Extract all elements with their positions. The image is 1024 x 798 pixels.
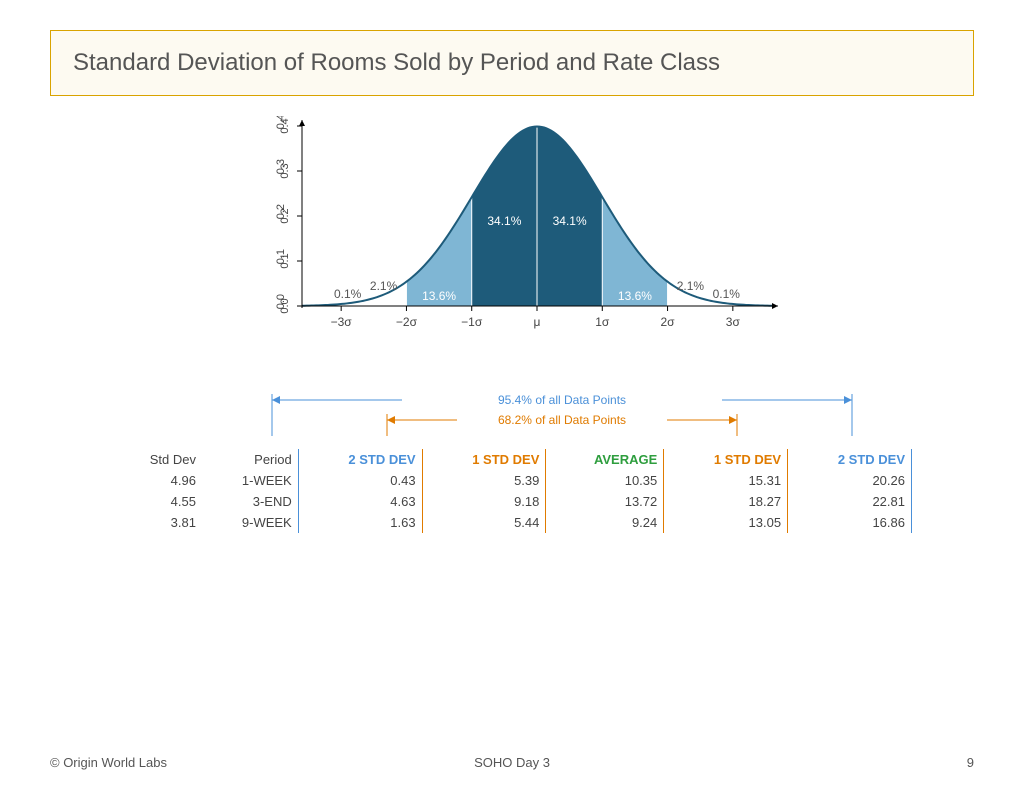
svg-text:68.2% of all Data Points: 68.2% of all Data Points [498, 413, 626, 427]
table-cell: 1.63 [298, 512, 422, 533]
range-indicators: 95.4% of all Data Points 68.2% of all Dat… [152, 386, 872, 441]
table-cell: 16.86 [788, 512, 912, 533]
table-cell: 4.55 [112, 491, 202, 512]
table-cell: 4.63 [298, 491, 422, 512]
svg-text:0.1: 0.1 [279, 253, 291, 268]
table-row: 4.961-WEEK0.435.3910.3515.3120.26 [112, 470, 912, 491]
svg-text:0.4: 0.4 [279, 118, 291, 133]
svg-text:2.1%: 2.1% [370, 279, 398, 293]
table-cell: 9.24 [546, 512, 664, 533]
svg-text:1σ: 1σ [595, 315, 610, 329]
table-cell: 13.05 [664, 512, 788, 533]
table-cell: 4.96 [112, 470, 202, 491]
bell-curve-chart: 0.00.10.20.30.40.00.10.20.30.4−3σ−2σ−1σμ… [232, 116, 792, 346]
table-cell: 20.26 [788, 470, 912, 491]
table-cell: 22.81 [788, 491, 912, 512]
table-cell: 3-END [202, 491, 298, 512]
col-hdr-period: Period [202, 449, 298, 470]
table-cell: 18.27 [664, 491, 788, 512]
slide-title: Standard Deviation of Rooms Sold by Peri… [73, 49, 951, 77]
svg-text:2σ: 2σ [661, 315, 676, 329]
table-cell: 3.81 [112, 512, 202, 533]
col-hdr-plus1: 1 STD DEV [664, 449, 788, 470]
stddev-table-wrap: Std Dev Period 2 STD DEV 1 STD DEV AVERA… [112, 449, 912, 533]
table-header-row: Std Dev Period 2 STD DEV 1 STD DEV AVERA… [112, 449, 912, 470]
col-hdr-minus1: 1 STD DEV [422, 449, 546, 470]
table-cell: 9-WEEK [202, 512, 298, 533]
svg-text:0.3: 0.3 [279, 163, 291, 178]
svg-text:3σ: 3σ [726, 315, 741, 329]
svg-text:0.0: 0.0 [279, 298, 291, 313]
svg-text:−3σ: −3σ [331, 315, 353, 329]
col-hdr-stddev: Std Dev [112, 449, 202, 470]
table-cell: 15.31 [664, 470, 788, 491]
svg-text:0.1%: 0.1% [334, 287, 362, 301]
col-hdr-minus2: 2 STD DEV [298, 449, 422, 470]
col-hdr-plus2: 2 STD DEV [788, 449, 912, 470]
table-cell: 5.39 [422, 470, 546, 491]
col-hdr-avg: AVERAGE [546, 449, 664, 470]
svg-text:34.1%: 34.1% [553, 214, 587, 228]
svg-text:34.1%: 34.1% [487, 214, 521, 228]
svg-text:13.6%: 13.6% [618, 289, 652, 303]
stddev-table: Std Dev Period 2 STD DEV 1 STD DEV AVERA… [112, 449, 912, 533]
svg-text:0.2: 0.2 [279, 208, 291, 223]
svg-text:95.4% of all Data Points: 95.4% of all Data Points [498, 393, 626, 407]
slide-title-box: Standard Deviation of Rooms Sold by Peri… [50, 30, 974, 96]
svg-text:13.6%: 13.6% [422, 289, 456, 303]
svg-text:μ: μ [534, 315, 541, 329]
svg-text:−2σ: −2σ [396, 315, 418, 329]
bell-curve-svg: 0.00.10.20.30.40.00.10.20.30.4−3σ−2σ−1σμ… [232, 116, 792, 346]
table-row: 3.819-WEEK1.635.449.2413.0516.86 [112, 512, 912, 533]
table-cell: 5.44 [422, 512, 546, 533]
table-cell: 13.72 [546, 491, 664, 512]
table-row: 4.553-END4.639.1813.7218.2722.81 [112, 491, 912, 512]
svg-text:−1σ: −1σ [461, 315, 483, 329]
table-cell: 0.43 [298, 470, 422, 491]
table-cell: 10.35 [546, 470, 664, 491]
svg-text:2.1%: 2.1% [677, 279, 705, 293]
range-svg: 95.4% of all Data Points 68.2% of all Dat… [152, 386, 872, 436]
svg-text:0.1%: 0.1% [713, 287, 741, 301]
table-cell: 1-WEEK [202, 470, 298, 491]
table-cell: 9.18 [422, 491, 546, 512]
